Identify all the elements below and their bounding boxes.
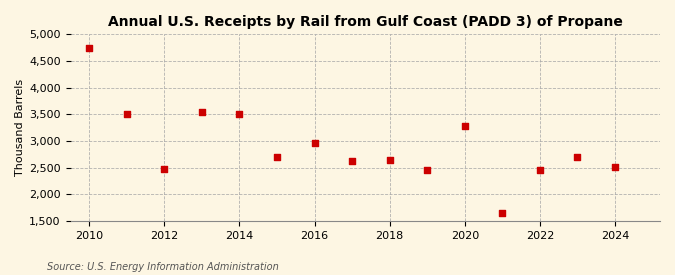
Text: Source: U.S. Energy Information Administration: Source: U.S. Energy Information Administ… (47, 262, 279, 272)
Point (159, 167, 170, 171)
Point (497, 211, 508, 215)
Point (122, 112, 132, 117)
Point (347, 159, 358, 163)
Point (572, 155, 583, 159)
Y-axis label: Thousand Barrels: Thousand Barrels (15, 79, 25, 176)
Point (610, 165, 620, 169)
Point (234, 112, 245, 116)
Point (196, 109, 207, 114)
Point (271, 155, 282, 159)
Point (84, 45, 95, 50)
Point (422, 168, 433, 172)
Point (535, 168, 545, 172)
Point (309, 141, 320, 145)
Title: Annual U.S. Receipts by Rail from Gulf Coast (PADD 3) of Propane: Annual U.S. Receipts by Rail from Gulf C… (108, 15, 623, 29)
Point (460, 124, 470, 128)
Point (384, 158, 395, 162)
